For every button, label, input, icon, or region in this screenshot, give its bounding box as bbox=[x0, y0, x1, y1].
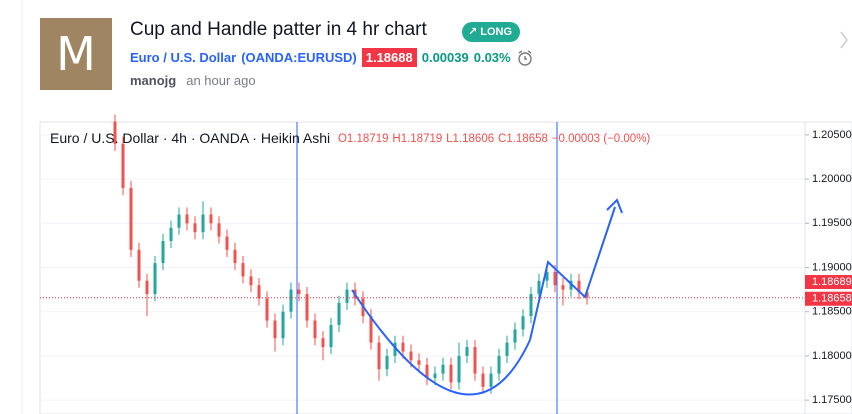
candle-body bbox=[273, 320, 277, 339]
candle-body bbox=[113, 121, 117, 144]
candle-body bbox=[121, 143, 125, 188]
candle-body bbox=[561, 285, 565, 290]
y-tick-label: 1.20500 bbox=[812, 129, 852, 141]
alert-icon[interactable] bbox=[516, 49, 536, 67]
candle-body bbox=[313, 320, 317, 339]
legend-change: −0.00003 (−0.00%) bbox=[552, 133, 651, 145]
candle-body bbox=[201, 214, 205, 233]
candle-body bbox=[209, 214, 213, 224]
y-tick-label: 1.18500 bbox=[812, 306, 852, 318]
y-tick-label: 1.17500 bbox=[812, 394, 852, 406]
candle-body bbox=[473, 347, 477, 374]
candle-body bbox=[329, 324, 333, 348]
legend-low: L1.18606 bbox=[446, 133, 494, 145]
candle-body bbox=[193, 223, 197, 233]
candle-body bbox=[129, 187, 133, 250]
candle-body bbox=[161, 240, 165, 264]
candle-body bbox=[265, 298, 269, 321]
candle-body bbox=[449, 364, 453, 383]
price-change: 0.00039 bbox=[421, 50, 469, 65]
candle-body bbox=[177, 214, 181, 228]
candle-body bbox=[425, 364, 429, 379]
candle-body bbox=[569, 280, 573, 290]
candle-body bbox=[145, 280, 149, 295]
candle-body bbox=[153, 263, 157, 295]
long-badge: ↗ LONG bbox=[462, 22, 521, 42]
candle-body bbox=[465, 347, 469, 356]
candle-body bbox=[401, 342, 405, 352]
symbol-price: 1.18688 bbox=[361, 48, 417, 67]
candle-body bbox=[249, 276, 253, 286]
candle-body bbox=[185, 214, 189, 224]
candle-body bbox=[393, 342, 397, 356]
handle-arrow bbox=[529, 206, 616, 341]
candle-body bbox=[337, 302, 341, 325]
legend-close: C1.18658 bbox=[498, 133, 548, 145]
legend-open: O1.18719 bbox=[338, 133, 389, 145]
candle-body bbox=[345, 289, 349, 303]
next-chevron[interactable] bbox=[840, 31, 848, 49]
candle-body bbox=[377, 342, 381, 370]
symbol-name[interactable]: Euro / U.S. Dollar bbox=[130, 50, 237, 65]
candle-body bbox=[457, 355, 461, 383]
candle-body bbox=[409, 351, 413, 361]
candle-body bbox=[169, 227, 173, 241]
price-label-box bbox=[805, 291, 852, 306]
candle-body bbox=[369, 316, 373, 343]
symbol-row: Euro / U.S. Dollar (OANDA:EURUSD) 1.1868… bbox=[130, 48, 536, 67]
time: an hour ago bbox=[186, 73, 256, 88]
candle-body bbox=[305, 294, 309, 321]
candle-body bbox=[545, 271, 549, 281]
candle-body bbox=[481, 373, 485, 387]
candle-body bbox=[489, 373, 493, 387]
arrow-head bbox=[606, 198, 623, 214]
legend-symbol: Euro / U.S. Dollar · 4h · OANDA · Heikin… bbox=[50, 130, 330, 146]
candle-body bbox=[553, 271, 557, 286]
avatar[interactable]: M bbox=[40, 18, 112, 90]
candle-body bbox=[505, 342, 509, 356]
candle-body bbox=[497, 355, 501, 374]
candle-body bbox=[441, 364, 445, 374]
price-change-percent: 0.03% bbox=[473, 50, 511, 65]
candle-body bbox=[385, 355, 389, 370]
candle-body bbox=[585, 292, 589, 298]
candle-body bbox=[577, 280, 581, 293]
chart-legend: Euro / U.S. Dollar · 4h · OANDA · Heikin… bbox=[50, 130, 650, 146]
candle-body bbox=[281, 311, 285, 339]
price-label: 1.18658 bbox=[812, 293, 852, 305]
legend-high: H1.18719 bbox=[392, 133, 442, 145]
idea-title: Cup and Handle patter in 4 hr chart bbox=[130, 19, 427, 40]
candle-body bbox=[297, 289, 301, 295]
candle-body bbox=[537, 280, 541, 295]
candle-body bbox=[521, 316, 525, 330]
badge-text: LONG bbox=[480, 26, 513, 38]
author[interactable]: manojg bbox=[130, 73, 177, 88]
candle-body bbox=[225, 236, 229, 250]
candle-body bbox=[513, 329, 517, 343]
candle-body bbox=[321, 338, 325, 348]
price-label-box bbox=[805, 275, 852, 290]
candle-body bbox=[257, 285, 261, 299]
candle-body bbox=[233, 249, 237, 264]
price-label: 1.18689 bbox=[812, 276, 852, 288]
y-tick-label: 1.20000 bbox=[812, 173, 852, 185]
arrow-icon: ↗ bbox=[468, 26, 481, 38]
candle-body bbox=[529, 294, 533, 317]
candle-body bbox=[433, 373, 437, 379]
meta-row: manojg an hour ago bbox=[130, 73, 256, 88]
candle-body bbox=[241, 263, 245, 277]
cup-drawing bbox=[351, 289, 531, 396]
y-tick-label: 1.19000 bbox=[812, 261, 852, 273]
candle-body bbox=[289, 289, 293, 312]
candle-body bbox=[417, 360, 421, 365]
candle-body bbox=[217, 223, 221, 237]
symbol-ticker[interactable]: (OANDA:EURUSD) bbox=[241, 50, 357, 65]
y-tick-label: 1.18000 bbox=[812, 350, 852, 362]
y-tick-label: 1.19500 bbox=[812, 217, 852, 229]
candle-body bbox=[137, 249, 141, 281]
